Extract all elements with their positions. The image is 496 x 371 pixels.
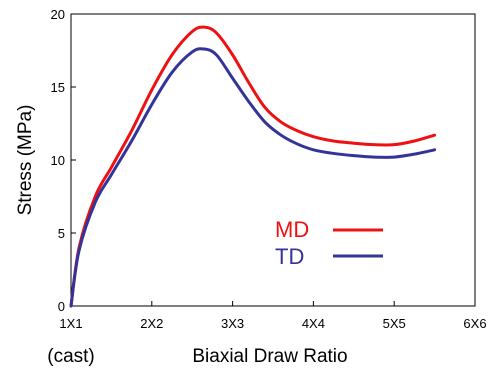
series-line-td (69, 47, 437, 308)
x-tick-label: 5X5 (383, 316, 406, 331)
legend-label-md: MD (275, 217, 309, 242)
legend: MD TD (275, 217, 383, 269)
y-tick-label: 0 (58, 299, 65, 314)
x-tick-label: 1X1 (59, 316, 82, 331)
x-tick-label: 3X3 (221, 316, 244, 331)
y-tick-label: 15 (51, 80, 65, 95)
y-tick-label: 10 (51, 153, 65, 168)
legend-label-td: TD (275, 244, 304, 269)
series-lines (69, 25, 437, 308)
y-tick-label: 20 (51, 7, 65, 22)
plot-frame (70, 13, 476, 307)
y-tick-label: 5 (58, 226, 65, 241)
x-tick-label: 2X2 (140, 316, 163, 331)
x-axis-label: Biaxial Draw Ratio (192, 346, 347, 367)
x-tick-label: 4X4 (302, 316, 325, 331)
axis-ticks: 0 5 10 15 20 1X1 2X2 3X3 4X4 5X5 6X6 (51, 7, 487, 331)
series-line-md (69, 25, 437, 308)
x-tick-label: 6X6 (463, 316, 486, 331)
y-axis-label: Stress (MPa) (15, 105, 36, 216)
x-axis-sublabel: (cast) (47, 346, 95, 367)
